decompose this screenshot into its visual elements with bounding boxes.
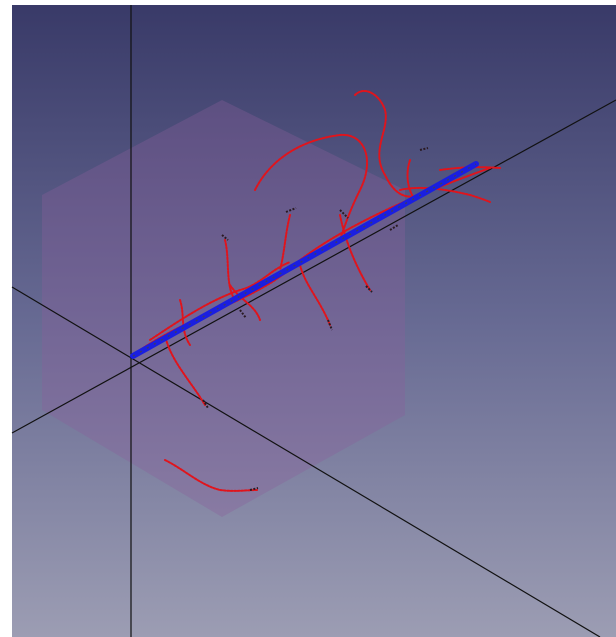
- 3d-viewport: [0, 0, 616, 637]
- page: [0, 0, 616, 637]
